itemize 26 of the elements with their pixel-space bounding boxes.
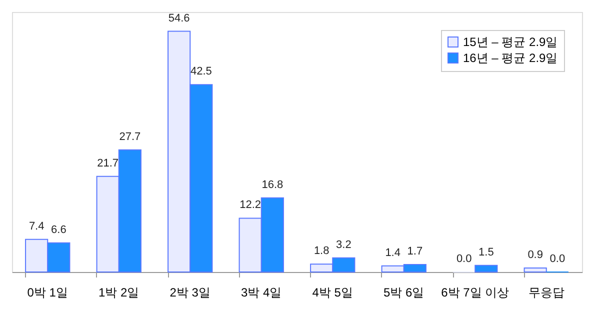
data-label: 3.2 bbox=[336, 238, 352, 251]
data-label: 0.0 bbox=[550, 253, 566, 265]
data-label: 27.7 bbox=[119, 130, 141, 143]
x-tick-label: 무응답 bbox=[528, 286, 564, 300]
data-label: 1.5 bbox=[478, 246, 494, 258]
data-label: 0.9 bbox=[528, 249, 543, 262]
data-label: 1.7 bbox=[407, 246, 423, 258]
x-tick-label: 0박 1일 bbox=[27, 286, 68, 300]
data-label: 21.7 bbox=[97, 157, 119, 170]
data-label: 1.4 bbox=[385, 246, 400, 259]
legend-label: 15년 – 평균 2.9일 bbox=[463, 35, 558, 49]
x-tick-label: 6박 7일 이상 bbox=[441, 286, 510, 300]
data-label: 16.8 bbox=[262, 178, 284, 191]
data-label: 54.6 bbox=[168, 12, 190, 24]
data-label: 12.2 bbox=[240, 199, 262, 212]
x-tick-label: 1박 2일 bbox=[98, 286, 140, 300]
x-tick-label: 5박 6일 bbox=[384, 286, 424, 300]
x-tick-label: 2박 3일 bbox=[170, 286, 210, 300]
data-label: 1.8 bbox=[314, 245, 330, 258]
legend-label: 16년 – 평균 2.9일 bbox=[463, 51, 558, 65]
data-label: 0.0 bbox=[456, 253, 472, 265]
data-label: 42.5 bbox=[190, 66, 212, 78]
x-tick-label: 4박 5일 bbox=[312, 286, 353, 300]
data-label: 7.4 bbox=[28, 220, 44, 232]
x-tick-label: 3박 4일 bbox=[241, 286, 282, 300]
data-label: 6.6 bbox=[51, 224, 66, 236]
